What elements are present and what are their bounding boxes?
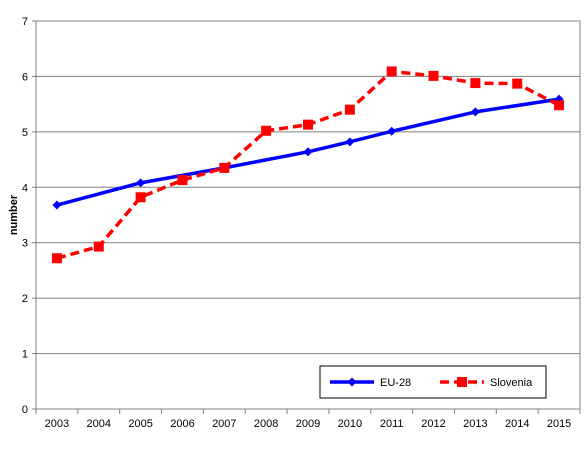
x-tick-label: 2007 — [212, 418, 236, 430]
y-tick-label: 4 — [22, 182, 28, 194]
x-tick-label: 2012 — [421, 418, 445, 430]
series-layer — [51, 66, 565, 264]
series-line-eu-28 — [56, 97, 560, 207]
y-tick-label: 3 — [22, 238, 28, 250]
legend-marker-slovenia — [457, 377, 467, 387]
series-slovenia — [51, 66, 565, 264]
x-tick-label: 2006 — [170, 418, 194, 430]
data-point-slovenia — [219, 162, 230, 173]
data-point-eu-28 — [303, 147, 313, 157]
x-tick-label: 2015 — [547, 418, 571, 430]
data-point-slovenia — [135, 192, 146, 203]
data-point-slovenia — [386, 66, 397, 77]
legend-marker-eu-28 — [347, 377, 357, 387]
data-point-slovenia — [51, 253, 62, 264]
x-tick-label: 2010 — [338, 418, 362, 430]
x-tick-labels: 2003 2004 2005 2006 2007 2008 2009 2010 2011 2012… — [35, 409, 581, 430]
data-point-eu-28 — [470, 107, 480, 117]
x-tick-label: 2008 — [254, 418, 278, 430]
data-point-slovenia — [261, 125, 272, 136]
series-line-slovenia — [56, 69, 560, 260]
y-tick-label: 0 — [22, 404, 28, 416]
data-point-slovenia — [93, 241, 104, 252]
gridlines — [36, 75, 580, 355]
data-point-slovenia — [303, 119, 313, 130]
x-tick-label: 2004 — [87, 418, 111, 430]
data-point-slovenia — [344, 104, 355, 115]
x-tick-label: 2009 — [296, 418, 320, 430]
data-point-slovenia — [512, 78, 523, 89]
data-point-eu-28 — [52, 200, 62, 210]
data-point-eu-28 — [345, 137, 355, 147]
x-tick-label: 2003 — [45, 418, 69, 430]
x-tick-label: 2013 — [463, 418, 487, 430]
y-tick-label: 5 — [22, 127, 28, 139]
data-point-slovenia — [470, 78, 481, 89]
y-tick-label: 7 — [22, 16, 28, 28]
y-tick-labels: 0 1 2 3 4 5 6 7 — [22, 16, 36, 416]
y-tick-label: 2 — [22, 293, 28, 305]
data-point-slovenia — [177, 175, 188, 186]
legend-label-slovenia: Slovenia — [490, 377, 533, 389]
data-point-eu-28 — [136, 178, 146, 188]
plot-area-border — [35, 20, 581, 410]
x-tick-label: 2011 — [380, 418, 404, 430]
y-tick-label: 6 — [22, 71, 28, 83]
data-point-eu-28 — [387, 126, 397, 136]
legend: EU-28 Slovenia — [319, 365, 547, 399]
data-point-slovenia — [554, 100, 565, 111]
y-axis-label: number — [8, 194, 20, 235]
series-eu-28 — [52, 94, 564, 210]
x-tick-label: 2005 — [128, 418, 152, 430]
x-tick-label: 2014 — [505, 418, 529, 430]
data-point-slovenia — [428, 70, 439, 81]
legend-label-eu-28: EU-28 — [380, 377, 411, 389]
y-tick-label: 1 — [22, 349, 28, 361]
